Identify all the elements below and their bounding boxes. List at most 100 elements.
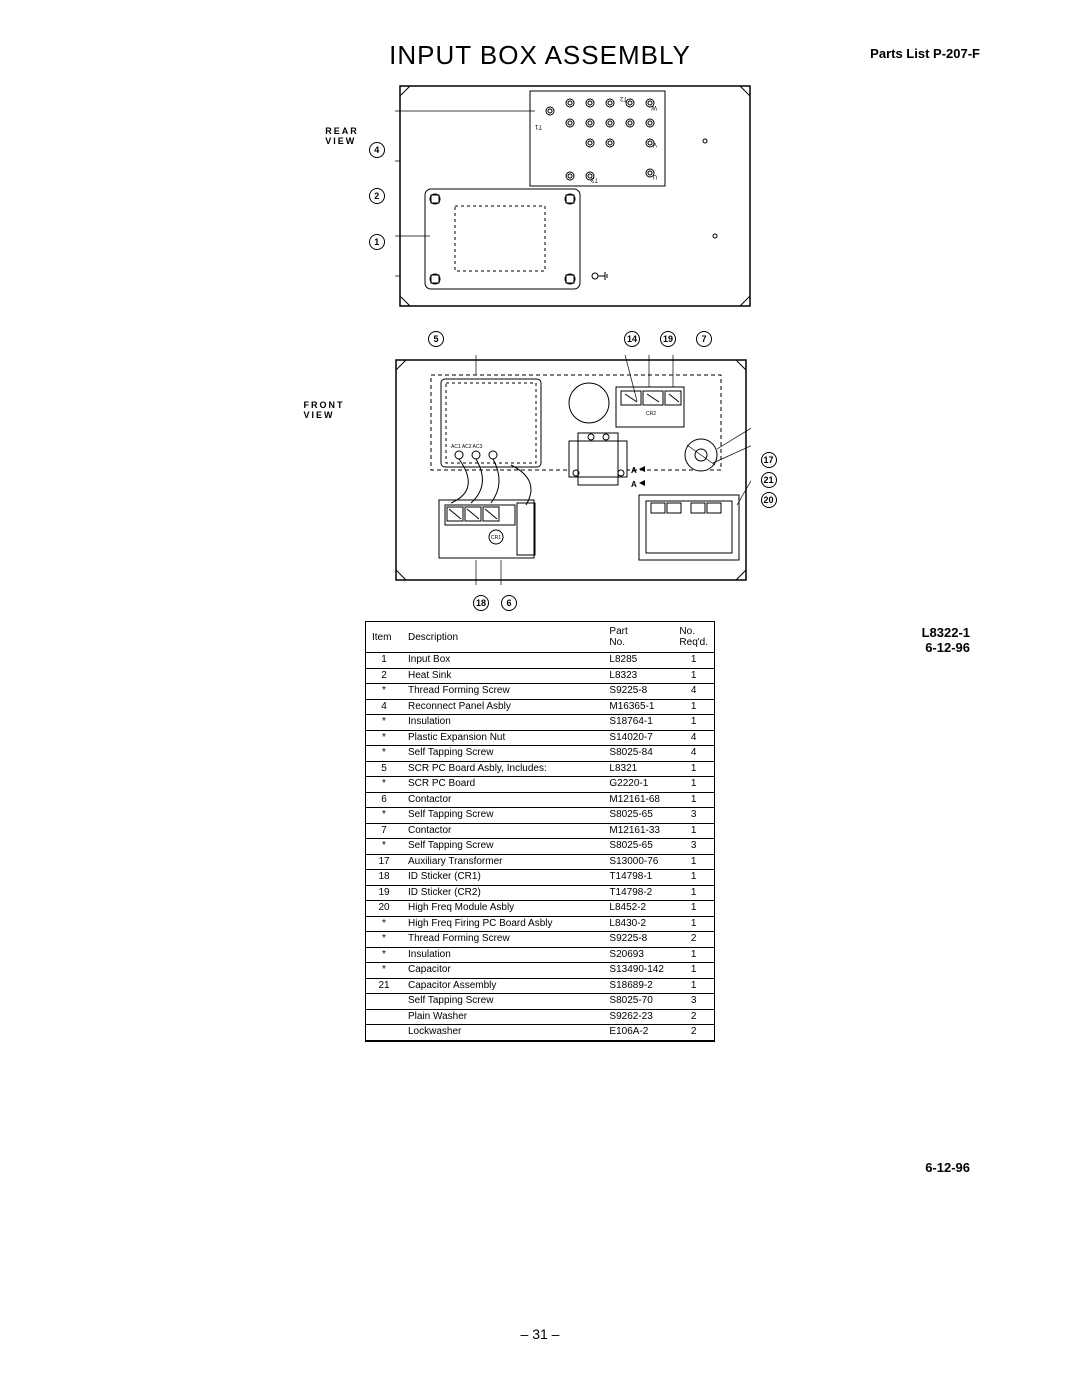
- cell-desc: SCR PC Board Asbly, Includes:: [402, 761, 603, 777]
- table-row: 21Capacitor AssemblyS18689-21: [366, 978, 714, 994]
- cell-part: S13000-76: [603, 854, 673, 870]
- callout-4: 4: [369, 142, 385, 158]
- cell-desc: Auxiliary Transformer: [402, 854, 603, 870]
- table-row: *Thread Forming ScrewS9225-84: [366, 684, 714, 700]
- svg-text:CR2: CR2: [646, 411, 656, 417]
- drawing-number: L8322-1: [922, 625, 970, 640]
- cell-req: 1: [673, 777, 714, 793]
- cell-item: [366, 1025, 402, 1041]
- cell-req: 2: [673, 1025, 714, 1041]
- cell-req: 1: [673, 947, 714, 963]
- cell-req: 1: [673, 885, 714, 901]
- cell-req: 1: [673, 823, 714, 839]
- cell-item: 1: [366, 653, 402, 669]
- cell-item: 2: [366, 668, 402, 684]
- table-row: *Plastic Expansion NutS14020-74: [366, 730, 714, 746]
- svg-text:T2: T2: [619, 95, 627, 101]
- cell-req: 4: [673, 746, 714, 762]
- table-row: 20High Freq Module AsblyL8452-21: [366, 901, 714, 917]
- cell-item: *: [366, 684, 402, 700]
- table-row: 4Reconnect Panel AsblyM16365-11: [366, 699, 714, 715]
- cell-desc: Plain Washer: [402, 1009, 603, 1025]
- cell-desc: Heat Sink: [402, 668, 603, 684]
- callout-1: 1: [369, 234, 385, 250]
- table-row: *High Freq Firing PC Board AsblyL8430-21: [366, 916, 714, 932]
- cell-desc: Capacitor: [402, 963, 603, 979]
- callout-20: 20: [761, 492, 777, 508]
- svg-text:W: W: [651, 104, 657, 110]
- cell-desc: High Freq Module Asbly: [402, 901, 603, 917]
- callout-2: 2: [369, 188, 385, 204]
- callout-6: 6: [501, 595, 517, 611]
- table-row: 7ContactorM12161-331: [366, 823, 714, 839]
- cell-desc: Self Tapping Screw: [402, 839, 603, 855]
- callout-17: 17: [761, 452, 777, 468]
- table-row: 6ContactorM12161-681: [366, 792, 714, 808]
- cell-desc: Reconnect Panel Asbly: [402, 699, 603, 715]
- cell-item: 4: [366, 699, 402, 715]
- cell-desc: Contactor: [402, 792, 603, 808]
- cell-desc: Insulation: [402, 947, 603, 963]
- cell-part: L8285: [603, 653, 673, 669]
- cell-part: L8323: [603, 668, 673, 684]
- front-view-label: FRONT VIEW: [304, 400, 345, 420]
- front-top-callouts: 5 14 19 7: [428, 331, 712, 347]
- cell-req: 1: [673, 901, 714, 917]
- cell-part: L8430-2: [603, 916, 673, 932]
- rear-callouts: 4 2 1: [369, 142, 385, 250]
- svg-text:U: U: [652, 173, 656, 179]
- cell-part: M12161-33: [603, 823, 673, 839]
- callout-14: 14: [624, 331, 640, 347]
- cell-item: [366, 1009, 402, 1025]
- drawing-meta: L8322-1 6-12-96: [922, 625, 970, 655]
- parts-list-label: Parts List P-207-F: [870, 46, 980, 61]
- cell-req: 1: [673, 699, 714, 715]
- cell-item: 19: [366, 885, 402, 901]
- cell-desc: Plastic Expansion Nut: [402, 730, 603, 746]
- cell-part: S18764-1: [603, 715, 673, 731]
- cell-desc: Self Tapping Screw: [402, 746, 603, 762]
- callout-21: 21: [761, 472, 777, 488]
- cell-desc: Capacitor Assembly: [402, 978, 603, 994]
- cell-part: S8025-65: [603, 808, 673, 824]
- cell-part: S13490-142: [603, 963, 673, 979]
- table-row: Self Tapping ScrewS8025-703: [366, 994, 714, 1010]
- cell-req: 1: [673, 668, 714, 684]
- cell-item: 6: [366, 792, 402, 808]
- col-part: Part No.: [603, 622, 673, 653]
- svg-text:T3: T3: [590, 176, 598, 182]
- svg-text:T1: T1: [534, 123, 542, 129]
- cell-part: L8321: [603, 761, 673, 777]
- cell-desc: Thread Forming Screw: [402, 932, 603, 948]
- cell-desc: Thread Forming Screw: [402, 684, 603, 700]
- cell-req: 3: [673, 994, 714, 1010]
- cell-req: 3: [673, 808, 714, 824]
- table-row: 17Auxiliary TransformerS13000-761: [366, 854, 714, 870]
- cell-item: *: [366, 715, 402, 731]
- cell-desc: Contactor: [402, 823, 603, 839]
- cell-item: 18: [366, 870, 402, 886]
- page-number: – 31 –: [0, 1326, 1080, 1342]
- cell-item: 21: [366, 978, 402, 994]
- drawing-date-2: 6-12-96: [925, 1160, 970, 1175]
- table-row: *InsulationS206931: [366, 947, 714, 963]
- cell-desc: ID Sticker (CR2): [402, 885, 603, 901]
- table-row: *InsulationS18764-11: [366, 715, 714, 731]
- rear-view-label: REAR VIEW: [325, 126, 359, 146]
- svg-text:A: A: [631, 466, 637, 475]
- cell-req: 4: [673, 730, 714, 746]
- table-row: *SCR PC BoardG2220-11: [366, 777, 714, 793]
- cell-req: 1: [673, 870, 714, 886]
- rear-view: REAR VIEW 4 2 1: [325, 81, 755, 311]
- svg-text:A: A: [631, 480, 637, 489]
- cell-req: 1: [673, 916, 714, 932]
- cell-req: 1: [673, 761, 714, 777]
- cell-desc: ID Sticker (CR1): [402, 870, 603, 886]
- table-row: *Self Tapping ScrewS8025-844: [366, 746, 714, 762]
- cell-desc: Lockwasher: [402, 1025, 603, 1041]
- diagram-area: REAR VIEW 4 2 1: [100, 81, 980, 611]
- callout-7: 7: [696, 331, 712, 347]
- cell-item: *: [366, 777, 402, 793]
- cell-part: M12161-68: [603, 792, 673, 808]
- cell-item: *: [366, 808, 402, 824]
